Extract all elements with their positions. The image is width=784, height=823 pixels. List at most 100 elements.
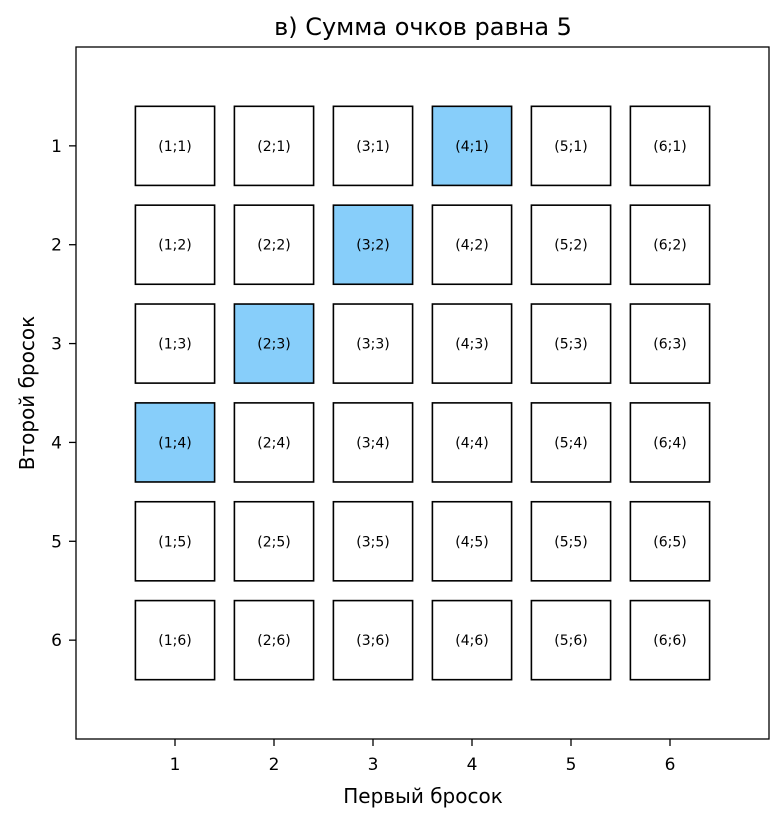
cell-box [530, 402, 612, 483]
x-axis: 1 2 3 4 5 6 [170, 739, 676, 775]
cell-3-2: (3;2) [332, 204, 414, 286]
cell-box [530, 105, 612, 187]
cell-5-4: (5;4) [530, 402, 612, 483]
cell-label: (5;4) [554, 435, 587, 451]
cell-5-6: (5;6) [530, 599, 612, 681]
cell-box [233, 599, 315, 681]
cell-box-highlighted [233, 303, 315, 384]
cell-box [134, 204, 216, 286]
cell-box-highlighted [431, 105, 513, 187]
cell-box [233, 204, 315, 286]
cell-6-6: (6;6) [629, 599, 711, 681]
cell-label: (6;1) [653, 139, 686, 155]
cell-4-4: (4;4) [431, 402, 513, 483]
cell-6-4: (6;4) [629, 402, 711, 483]
cell-label: (4;6) [455, 633, 488, 649]
cell-label: (3;5) [356, 534, 389, 550]
cell-box [134, 105, 216, 187]
cell-box [332, 303, 414, 384]
cell-3-4: (3;4) [332, 402, 414, 483]
x-tick-label: 5 [566, 755, 577, 775]
cell-label: (5;5) [554, 534, 587, 550]
cell-box [431, 402, 513, 483]
y-tick-label: 4 [51, 433, 62, 453]
cell-label: (4;1) [455, 139, 488, 155]
cell-box [530, 303, 612, 384]
cell-label: (6;2) [653, 238, 686, 254]
cell-box [629, 500, 711, 582]
cell-5-5: (5;5) [530, 500, 612, 582]
cell-label: (6;3) [653, 337, 686, 353]
x-tick-label: 2 [269, 755, 280, 775]
cell-box [629, 204, 711, 286]
cell-1-2: (1;2) [134, 204, 216, 286]
cell-label: (5;3) [554, 337, 587, 353]
cell-2-5: (2;5) [233, 500, 315, 582]
cell-2-2: (2;2) [233, 204, 315, 286]
cell-3-3: (3;3) [332, 303, 414, 384]
x-tick-label: 6 [665, 755, 676, 775]
cell-4-3: (4;3) [431, 303, 513, 384]
y-tick-label: 6 [51, 631, 62, 651]
cell-box-highlighted [134, 402, 216, 483]
cell-2-4: (2;4) [233, 402, 315, 483]
cell-box [629, 105, 711, 187]
cell-box [134, 500, 216, 582]
cell-label: (1;3) [158, 337, 191, 353]
cell-box [629, 402, 711, 483]
cell-box [431, 204, 513, 286]
plot-frame [75, 46, 770, 740]
cell-label: (3;6) [356, 633, 389, 649]
cell-box [530, 599, 612, 681]
cell-label: (2;1) [257, 139, 290, 155]
cell-label: (5;6) [554, 633, 587, 649]
x-axis-label: Первый бросок [343, 784, 503, 808]
cell-box [431, 599, 513, 681]
cell-1-5: (1;5) [134, 500, 216, 582]
cell-5-3: (5;3) [530, 303, 612, 384]
y-axis-label: Второй бросок [15, 316, 39, 470]
x-tick-label: 3 [368, 755, 379, 775]
cell-3-5: (3;5) [332, 500, 414, 582]
chart-title: в) Сумма очков равна 5 [274, 13, 572, 41]
cell-label: (3;1) [356, 139, 389, 155]
cell-6-2: (6;2) [629, 204, 711, 286]
cell-box [431, 303, 513, 384]
cell-label: (6;6) [653, 633, 686, 649]
cell-box [629, 303, 711, 384]
y-tick-label: 2 [51, 236, 62, 256]
y-tick-label: 5 [51, 532, 62, 552]
cell-box-highlighted [332, 204, 414, 286]
y-tick-label: 1 [51, 137, 62, 157]
cell-2-6: (2;6) [233, 599, 315, 681]
cell-label: (1;6) [158, 633, 191, 649]
cell-label: (2;5) [257, 534, 290, 550]
cell-label: (2;4) [257, 435, 290, 451]
cell-box [332, 599, 414, 681]
cell-label: (2;6) [257, 633, 290, 649]
cell-box [233, 105, 315, 187]
cell-label: (6;5) [653, 534, 686, 550]
cell-4-6: (4;6) [431, 599, 513, 681]
cell-4-1: (4;1) [431, 105, 513, 187]
x-tick-label: 4 [467, 755, 478, 775]
cell-box [332, 402, 414, 483]
x-tick-label: 1 [170, 755, 181, 775]
cell-1-6: (1;6) [134, 599, 216, 681]
cell-label: (2;3) [257, 337, 290, 353]
cell-label: (4;3) [455, 337, 488, 353]
cell-box [431, 500, 513, 582]
cell-2-3: (2;3) [233, 303, 315, 384]
cell-box [332, 105, 414, 187]
cell-3-6: (3;6) [332, 599, 414, 681]
y-tick-label: 3 [51, 335, 62, 355]
cell-5-2: (5;2) [530, 204, 612, 286]
cell-label: (2;2) [257, 238, 290, 254]
cell-label: (4;4) [455, 435, 488, 451]
cell-label: (1;4) [158, 435, 191, 451]
cell-box [134, 599, 216, 681]
cell-label: (3;4) [356, 435, 389, 451]
cell-label: (6;4) [653, 435, 686, 451]
cell-1-4: (1;4) [134, 402, 216, 483]
